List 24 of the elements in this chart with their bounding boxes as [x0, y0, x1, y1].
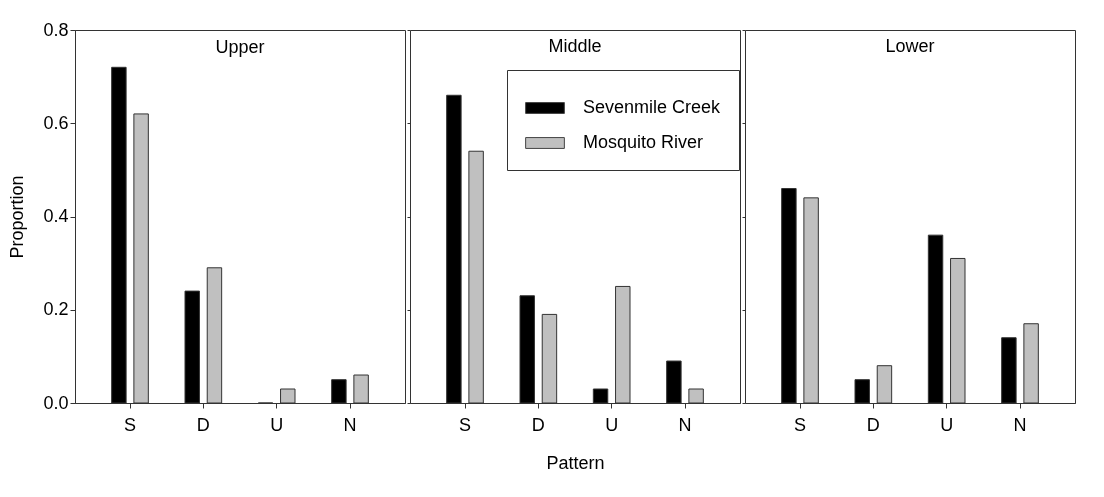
- x-tick-label: D: [866, 414, 880, 435]
- x-tick-label: S: [123, 414, 137, 435]
- y-tick-label: 0.2: [43, 299, 69, 320]
- x-tick-label: U: [605, 414, 619, 435]
- x-tick-label: S: [793, 414, 807, 435]
- x-axis-title: Pattern: [546, 452, 605, 473]
- x-tick-label: N: [678, 414, 692, 435]
- chart-title: Lower: [885, 35, 935, 56]
- chart-title: Middle: [548, 35, 602, 56]
- y-tick-label: 0.4: [43, 206, 69, 226]
- y-tick-label: 0.0: [43, 392, 69, 413]
- legend-label: Mosquito River: [583, 132, 704, 152]
- y-tick-label: 0.8: [43, 19, 69, 40]
- x-tick-label: U: [940, 414, 954, 435]
- x-tick-label: U: [270, 414, 284, 435]
- chart-title: Upper: [215, 37, 265, 57]
- x-tick-label: N: [1013, 414, 1027, 435]
- x-tick-label: S: [458, 414, 472, 435]
- y-axis-title: Proportion: [7, 175, 28, 259]
- y-tick-label: 0.6: [43, 112, 69, 133]
- legend-label: Sevenmile Creek: [583, 97, 722, 117]
- x-tick-label: D: [196, 414, 210, 435]
- x-tick-label: N: [343, 414, 357, 435]
- x-tick-label: D: [531, 414, 545, 435]
